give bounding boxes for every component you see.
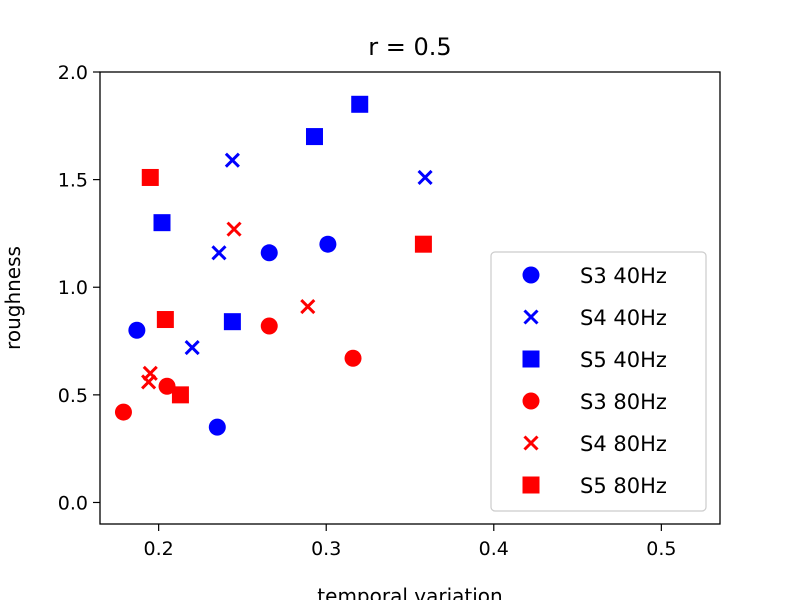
data-point (260, 317, 278, 335)
data-point (142, 365, 158, 381)
legend: S3 40Hz S4 40Hz S5 40Hz S3 80Hz S4 80Hz S5 80… (490, 251, 707, 512)
legend-marker (523, 435, 539, 451)
data-point (171, 386, 189, 404)
data-point (351, 95, 369, 113)
plot-frame (99, 71, 721, 525)
data-point (260, 244, 278, 262)
y-axis-label: roughness (1, 246, 25, 350)
data-point (184, 339, 200, 356)
legend-label: S4 80Hz (580, 432, 667, 456)
x-tick-label: 0.4 (479, 538, 509, 560)
x-tick-label: 0.5 (646, 538, 676, 560)
x-tick-label: 0.2 (144, 538, 174, 560)
data-point (114, 403, 132, 421)
y-axis-ticks: 0.0 0.5 1.0 1.5 2.0 (58, 62, 100, 514)
legend-label: S3 40Hz (580, 264, 667, 288)
legend-label: S4 40Hz (580, 306, 667, 330)
data-points (114, 95, 433, 436)
data-point (128, 321, 146, 339)
data-point (158, 377, 176, 395)
legend-marker (522, 476, 540, 494)
legend-marker (522, 392, 540, 410)
data-point (300, 299, 316, 315)
legend-box (490, 251, 707, 512)
y-tick-label: 0.0 (58, 492, 88, 514)
legend-label: S5 40Hz (580, 348, 667, 372)
data-point (211, 245, 227, 261)
legend-marker (522, 350, 540, 368)
data-point (344, 349, 362, 367)
data-point (417, 169, 433, 186)
y-tick-label: 1.0 (58, 277, 88, 299)
y-tick-label: 1.5 (58, 170, 88, 192)
legend-marker (522, 266, 540, 284)
data-point (141, 168, 159, 186)
x-axis-label: temporal variation (317, 584, 502, 600)
legend-label: S3 80Hz (580, 390, 667, 414)
chart-title: r = 0.5 (368, 33, 451, 61)
x-axis-ticks: 0.2 0.3 0.4 0.5 (144, 524, 676, 560)
x-tick-label: 0.3 (311, 538, 341, 560)
legend-marker (523, 309, 539, 325)
data-point (319, 235, 337, 253)
data-point (224, 152, 240, 168)
y-tick-label: 2.0 (58, 62, 88, 84)
y-tick-label: 0.5 (58, 385, 88, 407)
data-point (305, 128, 323, 146)
data-point (226, 221, 242, 237)
data-point (414, 235, 432, 253)
legend-label: S5 80Hz (580, 474, 667, 498)
data-point (153, 214, 171, 232)
data-point (156, 311, 174, 329)
data-point (208, 418, 226, 436)
data-point (223, 313, 241, 331)
